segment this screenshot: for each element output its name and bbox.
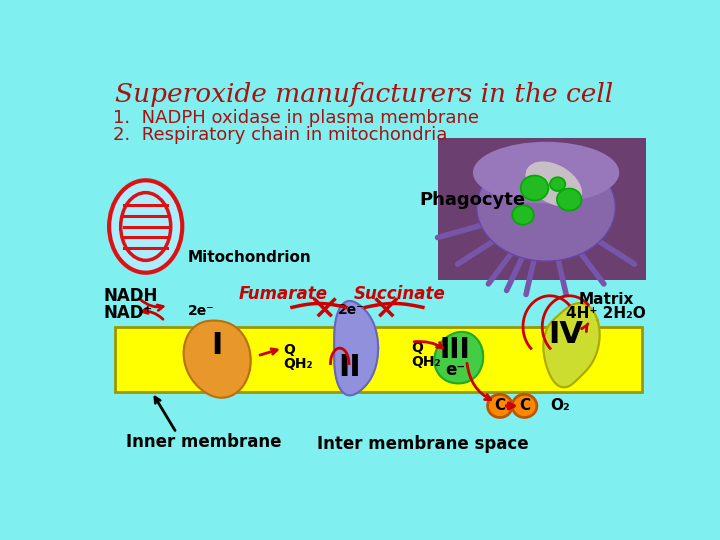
Text: QH₂: QH₂	[283, 356, 312, 370]
Ellipse shape	[473, 142, 619, 204]
Ellipse shape	[550, 177, 565, 191]
Polygon shape	[184, 321, 251, 397]
Text: IV: IV	[548, 320, 583, 349]
Text: Q: Q	[411, 341, 423, 355]
Text: NADH: NADH	[104, 287, 158, 305]
Text: 2e⁻: 2e⁻	[338, 302, 364, 316]
Text: 2e⁻: 2e⁻	[188, 304, 215, 318]
Text: I: I	[211, 332, 222, 360]
Text: III: III	[440, 336, 471, 364]
Ellipse shape	[121, 193, 171, 260]
Ellipse shape	[512, 205, 534, 225]
Polygon shape	[334, 301, 378, 395]
Text: NAD⁺: NAD⁺	[104, 303, 153, 322]
Text: Superoxide manufacturers in the cell: Superoxide manufacturers in the cell	[115, 82, 613, 107]
Polygon shape	[434, 332, 483, 383]
Text: Mitochondrion: Mitochondrion	[188, 250, 312, 265]
Text: 2.  Respiratory chain in mitochondria: 2. Respiratory chain in mitochondria	[113, 126, 448, 144]
Ellipse shape	[109, 180, 182, 273]
Text: C: C	[495, 399, 505, 414]
Ellipse shape	[477, 153, 616, 261]
Text: Matrix: Matrix	[578, 292, 634, 307]
Bar	[115, 327, 642, 392]
Text: Phagocyte: Phagocyte	[419, 191, 525, 208]
Text: 4H⁺ 2H₂O: 4H⁺ 2H₂O	[567, 306, 646, 321]
Bar	[438, 138, 647, 280]
Text: Q: Q	[283, 343, 294, 357]
Polygon shape	[544, 303, 600, 387]
Text: O₂: O₂	[550, 399, 570, 414]
Text: 1.  NADPH oxidase in plasma membrane: 1. NADPH oxidase in plasma membrane	[113, 110, 480, 127]
Ellipse shape	[557, 188, 582, 211]
Ellipse shape	[526, 161, 582, 207]
Ellipse shape	[487, 394, 512, 417]
Text: Fumarate: Fumarate	[238, 285, 328, 303]
Text: Inner membrane: Inner membrane	[126, 433, 282, 451]
Ellipse shape	[521, 176, 549, 200]
Text: C: C	[519, 399, 530, 414]
Text: e⁻: e⁻	[445, 361, 465, 379]
Text: Succinate: Succinate	[354, 285, 446, 303]
Ellipse shape	[512, 394, 537, 417]
Text: Inter membrane space: Inter membrane space	[317, 435, 528, 454]
Text: QH₂: QH₂	[411, 355, 441, 369]
Text: II: II	[338, 353, 361, 382]
